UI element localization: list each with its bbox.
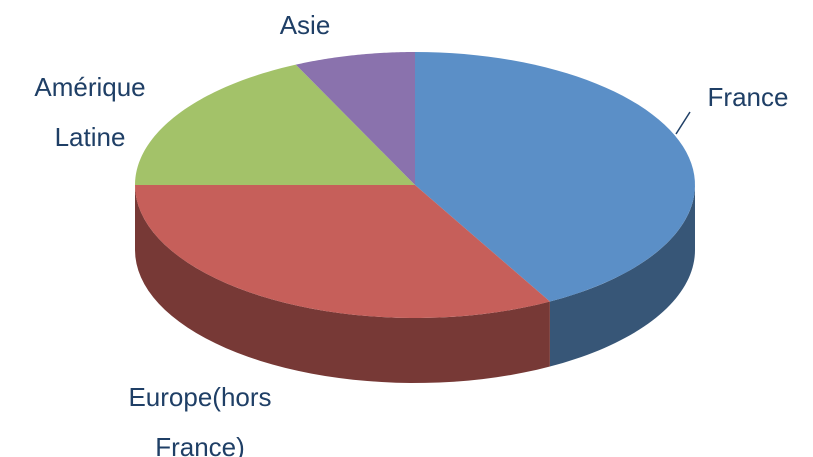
slice-side bbox=[135, 185, 550, 383]
slice bbox=[295, 52, 415, 185]
slice bbox=[415, 52, 695, 302]
slice bbox=[135, 185, 550, 318]
leader-line bbox=[675, 111, 691, 135]
slice-side bbox=[549, 185, 695, 367]
slice-label: Europe(hors France) bbox=[128, 382, 272, 457]
slice-label: Amérique Latine bbox=[34, 72, 146, 152]
slice-label: France bbox=[707, 82, 789, 112]
slice-label: Asie bbox=[279, 10, 331, 40]
slice bbox=[135, 64, 415, 185]
